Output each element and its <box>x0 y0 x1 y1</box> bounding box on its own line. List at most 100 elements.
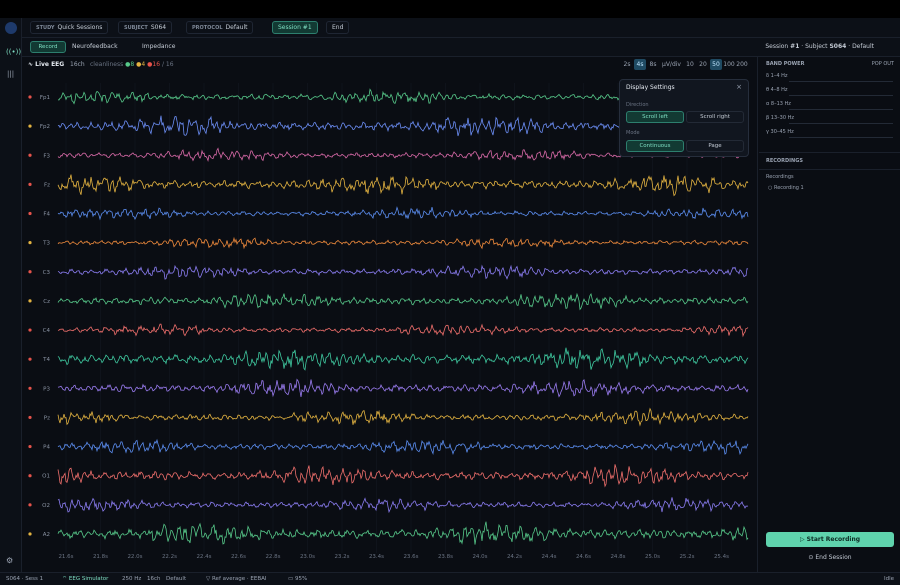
eeg-trace <box>57 264 749 280</box>
toggle[interactable]: 8s <box>649 61 657 68</box>
toggle[interactable]: 10 <box>686 61 694 68</box>
status-dot <box>28 386 32 390</box>
channel-label: P4 <box>43 445 50 451</box>
channel-label: F4 <box>43 212 50 218</box>
divider <box>759 152 900 153</box>
channel-label: Pz <box>44 415 50 421</box>
eeg-trace <box>57 323 749 338</box>
eeg-title: ∿ Live EEG <box>28 61 65 68</box>
status-dot <box>28 415 32 420</box>
tab[interactable]: Neurofeedback <box>72 43 118 50</box>
time-tick: 24.2s <box>507 554 522 560</box>
option[interactable]: Continuous <box>626 140 684 152</box>
time-tick: 21.8s <box>93 554 108 560</box>
protocol-chip[interactable]: PROTOCOL Default <box>186 21 254 34</box>
time-tick: 23.8s <box>438 554 453 560</box>
end-session[interactable]: ⊙ End Session <box>808 554 852 561</box>
band-bar <box>789 81 893 82</box>
status-dot <box>28 182 32 186</box>
close-button[interactable]: × <box>736 83 742 91</box>
subject-chip[interactable]: SUBJECT S064 <box>118 21 173 34</box>
label: Session <box>765 43 789 50</box>
label: Direction <box>626 102 649 108</box>
status: 250 Hz <box>122 576 142 582</box>
time-tick: 25.0s <box>645 554 660 560</box>
section-title: BAND POWER <box>766 61 805 67</box>
toggle[interactable]: 20 <box>699 61 707 68</box>
status-dot <box>28 474 32 478</box>
time-tick: 24.4s <box>541 554 556 560</box>
eeg-trace <box>57 521 749 545</box>
time-tick: 23.4s <box>369 554 384 560</box>
status: 16ch <box>147 576 161 582</box>
channel-label: T3 <box>42 241 50 247</box>
toggle[interactable]: 4s <box>634 59 646 70</box>
cleanliness: cleanliness ●8 ●4 ●16 / 16 <box>90 61 174 68</box>
status: ▽ Ref average · EEBAI <box>206 576 267 582</box>
tab[interactable]: Impedance <box>142 43 176 50</box>
status-dot <box>28 153 32 157</box>
option[interactable]: Scroll left <box>626 111 684 123</box>
status-dot <box>28 444 32 449</box>
channel-label: A2 <box>43 532 50 538</box>
logo[interactable] <box>5 22 17 34</box>
nav-library[interactable]: ||| <box>7 70 15 78</box>
option[interactable]: Page <box>686 140 744 152</box>
status-dot <box>28 124 32 128</box>
band-label: γ 30–45 Hz <box>766 129 794 135</box>
time-tick: 24.8s <box>610 554 625 560</box>
toggle[interactable]: 100 <box>723 61 735 68</box>
pop-out[interactable]: POP OUT <box>871 61 894 67</box>
eeg-trace <box>57 497 749 514</box>
band-bar <box>789 123 893 124</box>
session-button[interactable]: Session #1 <box>272 21 318 34</box>
status: S064 · Sess 1 <box>6 576 44 582</box>
tab[interactable]: Record <box>30 41 66 53</box>
sidebar: ((•)) ||| ⚙ <box>0 18 22 572</box>
eeg-trace <box>57 438 749 456</box>
value: Default <box>852 43 874 50</box>
nav-settings[interactable]: ⚙ <box>6 556 14 565</box>
status-dot <box>28 241 32 245</box>
divider <box>759 169 900 170</box>
time-tick: 24.6s <box>576 554 591 560</box>
top-bar: STUDY Quick Sessions SUBJECT S064 PROTOCOL… <box>22 18 900 38</box>
end-button[interactable]: End <box>326 21 350 34</box>
status-dot <box>28 503 32 507</box>
channel-label: C4 <box>43 328 51 334</box>
toggle[interactable]: 50 <box>710 59 722 70</box>
eeg-trace <box>57 347 749 371</box>
channel-label: Cz <box>43 299 50 305</box>
channel-label: O1 <box>42 474 50 480</box>
status: ⌔ EEG Simulator <box>62 576 109 582</box>
channel-label: F3 <box>43 153 50 159</box>
time-tick: 22.8s <box>265 554 280 560</box>
recording-item[interactable]: ○ Recording 1 <box>768 185 804 191</box>
channel-label: Fp1 <box>40 95 50 101</box>
band-label: β 13–30 Hz <box>766 115 794 121</box>
status: Idle <box>883 576 894 582</box>
status-dot <box>28 532 32 536</box>
toggle[interactable]: 2s <box>623 61 631 68</box>
time-tick: 22.2s <box>162 554 177 560</box>
channel-label: P3 <box>43 386 50 392</box>
band-label: δ 1–4 Hz <box>766 73 788 79</box>
nav-live[interactable]: ((•)) <box>6 48 22 56</box>
option[interactable]: Scroll right <box>686 111 744 123</box>
label: cleanliness <box>90 61 124 68</box>
band-bar <box>789 137 893 138</box>
section-title: RECORDINGS <box>766 158 803 164</box>
eeg-panel: ∿ Live EEG 16ch cleanliness ●8 ●4 ●16 / … <box>22 57 758 572</box>
of: 16 <box>165 61 174 68</box>
status: Default <box>166 576 187 582</box>
start-recording[interactable]: ▷ Start Recording <box>766 532 894 547</box>
status: ▭ 95% <box>288 576 308 582</box>
good: ●8 <box>125 61 135 68</box>
bad: ●16 <box>147 61 161 68</box>
time-tick: 22.6s <box>231 554 246 560</box>
label: Recordings <box>766 174 794 180</box>
band-label: θ 4–8 Hz <box>766 87 788 93</box>
time-tick: 23.2s <box>334 554 349 560</box>
toggle[interactable]: 200 <box>736 61 748 68</box>
study-chip[interactable]: STUDY Quick Sessions <box>30 21 109 34</box>
